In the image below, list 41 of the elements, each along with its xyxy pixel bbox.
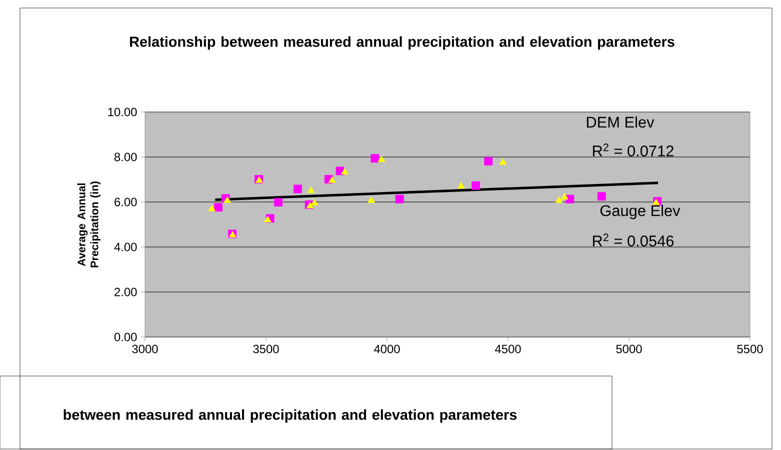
point [378,156,386,162]
x-tick-label: 3500 [253,344,279,354]
y-tick-label: 10.00 [108,108,137,116]
point [555,196,563,203]
point [560,193,568,200]
annotation: R$^{2}$ = 0.0712 [593,144,674,156]
y-tick-label: 8.00 [114,152,137,162]
y-tick-label: 2.00 [114,288,137,296]
point [597,192,606,201]
point [264,216,272,222]
y-tick-label: 0.00 [114,332,137,342]
point [294,184,302,194]
point [310,199,318,206]
x-tick-label: 4000 [374,344,400,354]
point [328,176,336,183]
point [370,154,380,163]
x-tick-label: 4500 [494,344,521,354]
point [395,194,404,204]
x-tick-label: 5000 [616,344,642,354]
point [499,158,507,165]
point [274,198,283,206]
point [214,203,223,212]
point [208,204,216,212]
y-tick-label: 4.00 [114,242,137,252]
chart-title: Relationship between measured annual precipitation and elevation parameters [130,36,674,50]
point [484,157,493,166]
point [224,196,231,203]
text: between measured annual precipitation and elevation parameters [64,409,517,423]
y-axis-title: Average Annual Precipitation (in) [77,182,100,268]
x-tick-label: 3000 [132,344,158,354]
point [472,181,480,190]
point [368,196,375,203]
point [566,194,574,204]
point [340,168,348,174]
x-tick-label: 5500 [737,344,763,354]
point [307,186,315,193]
point [457,182,465,188]
annotation: DEM Elev [586,116,654,128]
annotation: Gauge Elev [600,204,680,220]
annotation: R$^{2}$ = 0.0546 [593,234,674,246]
y-tick-label: 6.00 [114,198,137,206]
